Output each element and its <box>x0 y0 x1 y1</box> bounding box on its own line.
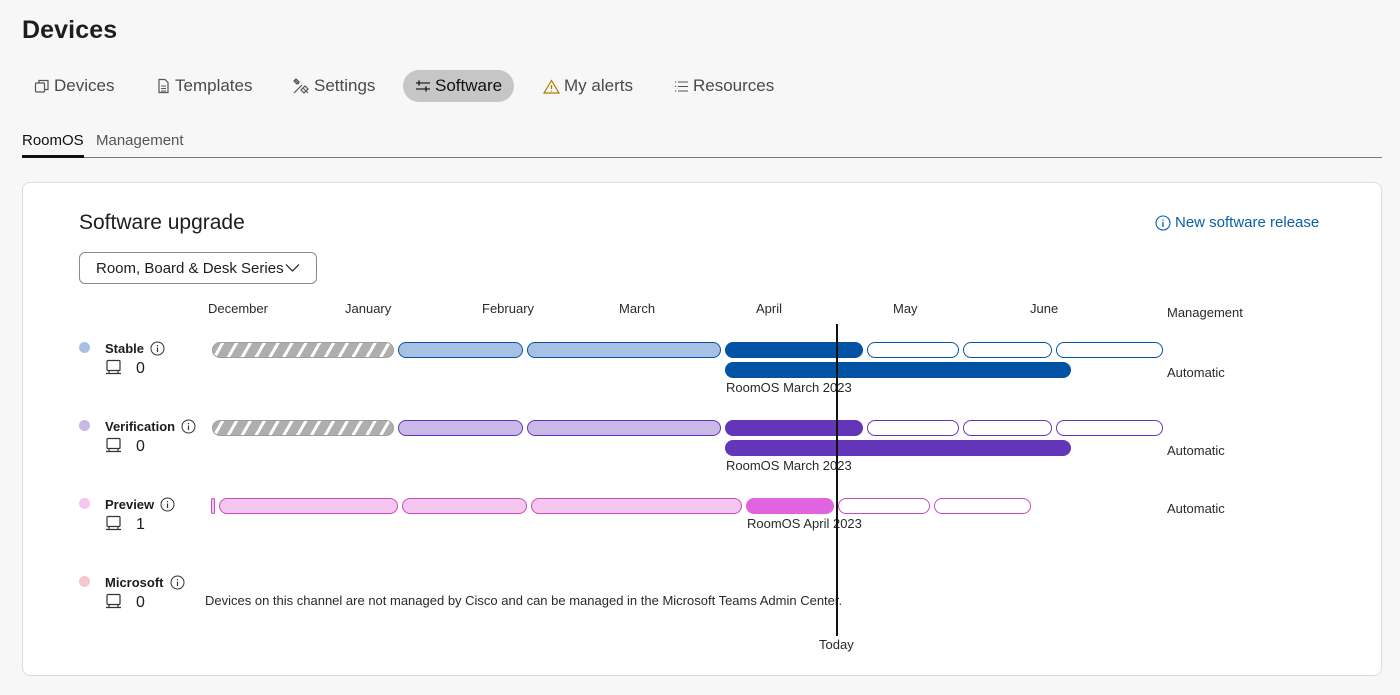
today-label: Today <box>819 637 854 652</box>
stable-release-bar-january[interactable] <box>398 342 523 358</box>
warning-icon <box>543 78 560 94</box>
device-icon <box>106 359 121 375</box>
month-march: March <box>619 301 656 316</box>
device-series-dropdown[interactable]: Room, Board & Desk Series <box>79 252 317 284</box>
list-icon <box>675 80 688 92</box>
device-icon <box>106 515 121 531</box>
month-february: February <box>482 301 535 316</box>
microsoft-channel-label: Microsoft <box>105 575 164 590</box>
preview-release-bar-february[interactable] <box>531 498 742 514</box>
preview-channel-name: Preview <box>105 497 175 512</box>
verification-release-label: RoomOS March 2023 <box>726 458 852 473</box>
preview-past-release-bar <box>211 498 215 514</box>
info-icon[interactable] <box>181 419 196 434</box>
nav-tab-settings-label: Settings <box>314 76 376 95</box>
nav-tab-resources-label: Resources <box>693 76 775 95</box>
stable-future-bar-3 <box>1056 342 1163 358</box>
verification-past-release-bar <box>212 420 394 436</box>
management-column-header: Management <box>1167 305 1243 320</box>
nav-tab-software[interactable]: Software <box>403 70 515 102</box>
microsoft-channel-note: Devices on this channel are not managed … <box>205 593 843 608</box>
month-may: May <box>893 301 918 316</box>
month-january: January <box>345 301 392 316</box>
info-icon <box>1155 214 1171 231</box>
verification-future-bar-2 <box>963 420 1052 436</box>
nav-tab-software-label: Software <box>435 76 503 95</box>
preview-release-label: RoomOS April 2023 <box>747 516 862 531</box>
device-icon <box>106 437 121 453</box>
device-icon <box>106 593 121 609</box>
devices-icon <box>34 79 49 93</box>
preview-future-bar-2 <box>934 498 1031 514</box>
nav-tab-my-alerts-label: My alerts <box>564 76 633 95</box>
preview-channel-label: Preview <box>105 497 155 512</box>
nav-tab-templates-label: Templates <box>175 76 253 95</box>
subtab-roomos[interactable]: RoomOS <box>22 132 84 158</box>
verification-future-bar-3 <box>1056 420 1163 436</box>
verification-management-value: Automatic <box>1167 443 1225 458</box>
verification-future-bar-1 <box>867 420 959 436</box>
nav-tab-resources[interactable]: Resources <box>662 70 786 102</box>
stable-management-value: Automatic <box>1167 365 1225 380</box>
nav-tab-templates[interactable]: Templates <box>144 70 264 102</box>
verification-release-bar-current[interactable] <box>725 420 863 436</box>
preview-future-bar-1 <box>838 498 930 514</box>
info-icon[interactable] <box>160 497 175 512</box>
stable-channel-label: Stable <box>105 341 145 356</box>
microsoft-channel-name: Microsoft <box>105 575 185 590</box>
device-series-value: Room, Board & Desk Series <box>96 259 284 277</box>
microsoft-channel-dot <box>79 576 90 587</box>
verification-release-bar-february[interactable] <box>527 420 721 436</box>
preview-release-bar-january[interactable] <box>402 498 527 514</box>
tools-icon <box>293 78 309 94</box>
subtabs: RoomOS Management <box>22 132 1382 158</box>
stable-future-bar-1 <box>867 342 959 358</box>
nav-tab-devices[interactable]: Devices <box>22 70 126 102</box>
month-december: December <box>208 301 268 316</box>
preview-release-bar-december[interactable] <box>219 498 398 514</box>
verification-channel-label: Verification <box>105 419 176 434</box>
microsoft-device-count: 0 <box>136 594 145 611</box>
preview-channel-dot <box>79 498 90 509</box>
stable-release-bar-february[interactable] <box>527 342 721 358</box>
card-title: Software upgrade <box>79 211 245 234</box>
month-april: April <box>756 301 783 316</box>
stable-future-bar-2 <box>963 342 1052 358</box>
month-june: June <box>1030 301 1059 316</box>
stable-release-label: RoomOS March 2023 <box>726 380 852 395</box>
stable-channel-dot <box>79 342 90 353</box>
verification-next-release-bar[interactable] <box>725 440 1071 456</box>
verification-channel-dot <box>79 420 90 431</box>
new-software-release-label: New software release <box>1175 214 1320 231</box>
document-icon <box>158 78 169 94</box>
chevron-down-icon <box>285 264 300 272</box>
info-icon[interactable] <box>150 341 165 356</box>
preview-management-value: Automatic <box>1167 501 1225 516</box>
preview-release-bar-current[interactable] <box>746 498 834 514</box>
preview-device-count: 1 <box>136 516 145 533</box>
nav-tab-my-alerts[interactable]: My alerts <box>531 70 645 102</box>
stable-device-count: 0 <box>136 360 145 377</box>
sliders-icon <box>416 80 430 92</box>
stable-channel-name: Stable <box>105 341 165 356</box>
stable-release-bar-current[interactable] <box>725 342 863 358</box>
stable-next-release-bar[interactable] <box>725 362 1071 378</box>
subtab-management[interactable]: Management <box>96 132 184 149</box>
info-icon[interactable] <box>170 575 185 590</box>
verification-channel-name: Verification <box>105 419 196 434</box>
nav-tab-settings[interactable]: Settings <box>280 70 387 102</box>
stable-past-release-bar <box>212 342 394 358</box>
page-title: Devices <box>22 16 118 44</box>
new-software-release-link[interactable]: New software release <box>1155 214 1319 231</box>
nav-tab-devices-label: Devices <box>54 76 115 95</box>
verification-release-bar-january[interactable] <box>398 420 523 436</box>
verification-device-count: 0 <box>136 438 145 455</box>
today-marker-line <box>836 324 838 636</box>
